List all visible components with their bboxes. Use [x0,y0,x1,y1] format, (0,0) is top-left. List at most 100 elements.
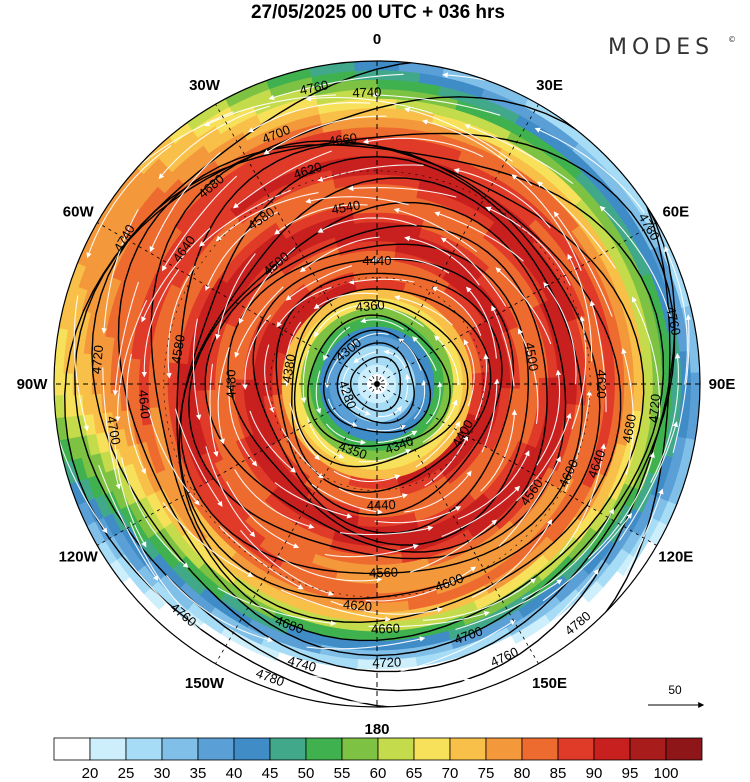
shading-cell [129,357,142,377]
colorbar-swatch [125,737,163,761]
colorbar-swatch [341,737,379,761]
colorbar-swatch [593,737,631,761]
colorbar-tick-label: 50 [298,765,315,782]
colorbar-tick-label: 85 [550,765,567,782]
shading-cell [319,385,331,391]
wind-speed-colorbar [53,737,703,761]
shading-cell [368,269,378,281]
colorbar-tick-label: 40 [226,765,243,782]
reference-vector-label: 50 [668,683,682,697]
shading-cell [362,582,378,594]
shading-cell [376,279,385,290]
brand-copyright-mark: © [728,35,736,44]
longitude-label: 120E [658,549,693,566]
colorbar-swatch [197,737,235,761]
shading-cell [358,127,378,138]
longitude-label: 90W [17,376,49,393]
reference-vector: 50 [648,683,705,708]
colorbar-swatch [521,737,559,761]
contour-label: 4620 [594,370,609,399]
colorbar-tick-label: 25 [118,765,135,782]
shading-cell [490,370,501,381]
shading-cell [376,184,392,195]
colorbar-tick-label: 70 [442,765,459,782]
colorbar-tick-label: 55 [334,765,351,782]
colorbar-swatch [233,737,271,761]
shading-cell [584,390,596,408]
shading-cell [291,386,302,394]
shading-cell [376,449,383,461]
longitude-label: 150E [532,675,567,692]
shading-cell [423,377,435,383]
shading-cell [391,165,408,178]
longitude-label: 30W [189,77,221,94]
shading-cell [366,231,378,243]
colorbar-swatch [629,737,667,761]
shading-cell [369,478,378,489]
shading-cell [584,360,596,378]
brand-logo: MODES [608,35,714,60]
shading-cell [433,376,444,383]
shading-cell [243,387,255,399]
shading-cell [479,363,491,374]
shading-cell [372,326,378,337]
shading-cell [348,184,365,197]
colorbar-swatch [485,737,523,761]
shading-cell [526,399,538,413]
shading-cell [110,392,123,413]
shading-cell [281,386,293,395]
longitude-label: 30E [536,77,563,94]
shading-cell [376,582,392,594]
colorbar-labels: 20 25 30 35 40 45 50 55 60 65 70 75 80 85 90 95 100 [82,765,679,782]
shading-cell [390,581,407,593]
colorbar-swatch [377,737,415,761]
shading-cell [389,184,406,197]
shading-cell [382,468,391,480]
contour-label: 4440 [367,497,396,513]
shading-cell [350,261,362,273]
shading-cell [376,468,384,480]
colorbar-swatch [305,737,343,761]
colorbar-swatch [665,737,703,761]
longitude-label: 150W [185,675,225,692]
colorbar-tick-label: 100 [653,765,678,782]
shading-cell [498,360,510,372]
shading-cell [362,184,378,195]
colorbar-swatch [53,737,91,761]
shading-cell [385,515,398,527]
contour-label: 4640 [136,389,153,419]
shading-cell [471,372,482,382]
colorbar-swatch [161,737,199,761]
colorbar-tick-label: 30 [154,765,171,782]
contour-label: 4660 [371,621,400,637]
longitude-label: 60E [662,204,689,221]
shading-cell [650,353,663,375]
shading-cell [631,392,644,413]
longitude-label: 180 [364,721,389,738]
shading-cell [385,241,398,253]
contour-label: 4440 [363,253,392,268]
shading-cell [350,562,365,574]
colorbar-tick-label: 75 [478,765,495,782]
shading-cell [363,193,378,205]
shading-cell [362,279,371,291]
colorbar-tick-label: 20 [82,765,99,782]
shading-cell [546,389,558,404]
shading-cell [369,279,378,290]
colorbar-swatch [269,737,307,761]
shading-cell [376,108,397,119]
shading-cell [376,677,399,689]
shading-cell [234,397,247,410]
shading-cell [372,317,378,328]
contour-label: 4480 [224,370,239,399]
shading-cell [387,222,400,234]
colorbar-tick-label: 60 [370,765,387,782]
shading-cell [368,487,378,499]
colorbar-tick-label: 65 [406,765,423,782]
colorbar-swatch [449,737,487,761]
shading-cell [565,362,577,378]
shading-cell [360,269,371,281]
shading-cell [376,117,396,129]
shading-cell [499,387,511,399]
longitude-label: 120W [59,549,99,566]
